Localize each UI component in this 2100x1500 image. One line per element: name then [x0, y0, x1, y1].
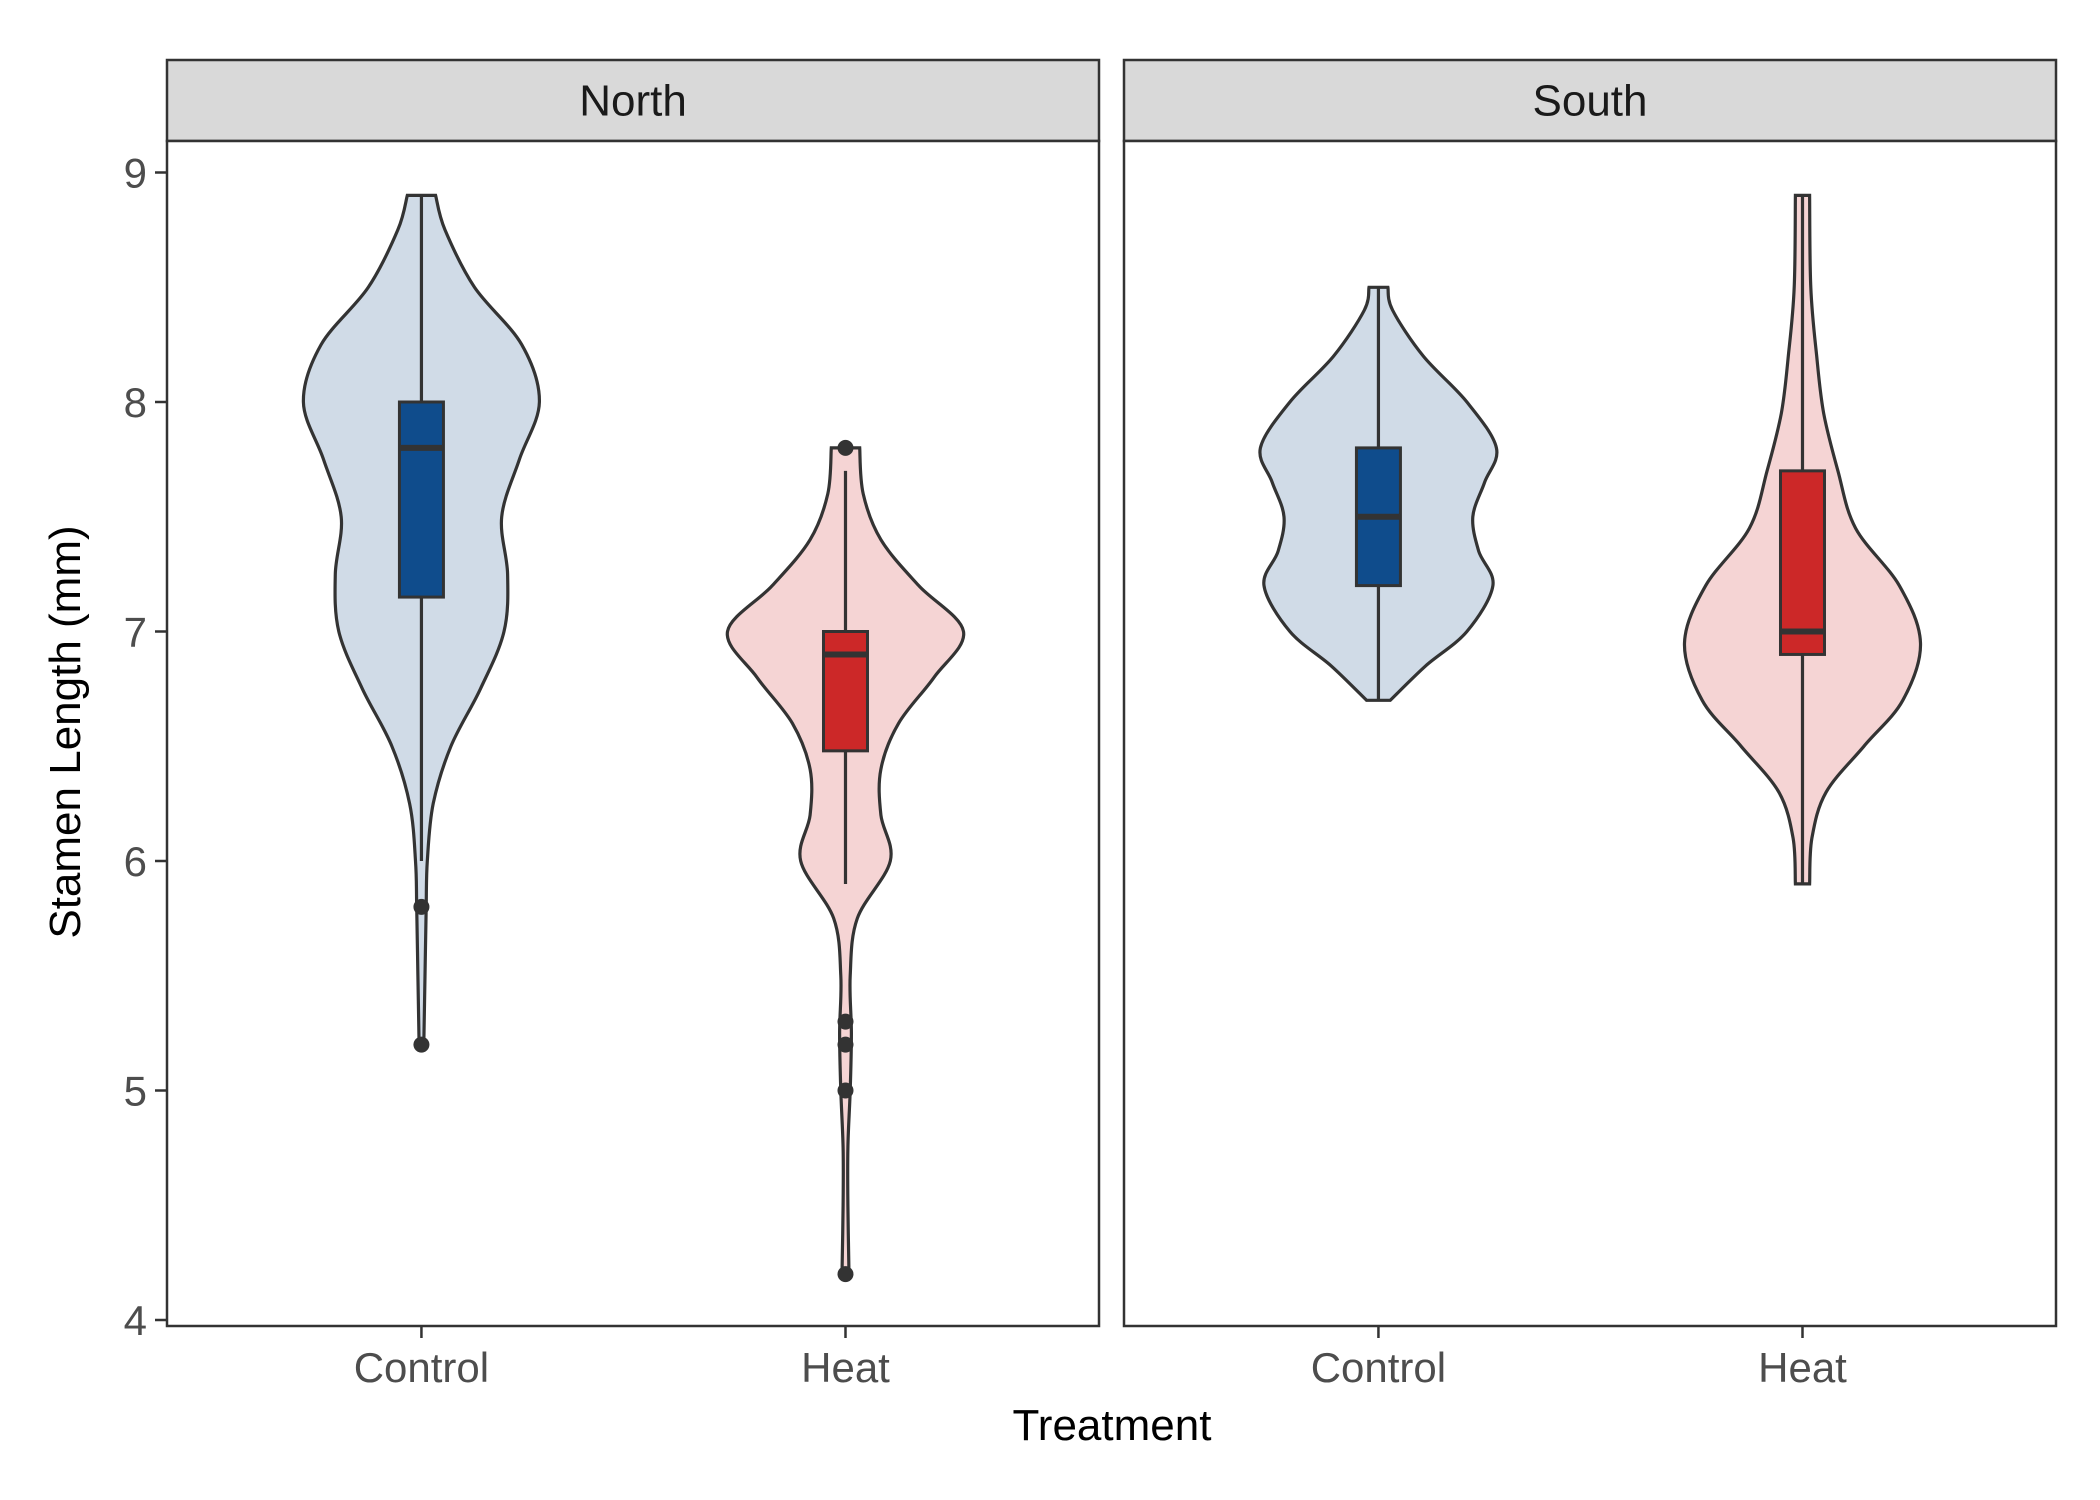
facet-strip-north [165, 58, 1101, 143]
y-tick-label: 8 [124, 379, 147, 426]
outlier-point-north-heat [837, 1036, 854, 1053]
x-tick-label-north-control: Control [354, 1344, 489, 1391]
box-north-heat [821, 630, 869, 753]
outlier-point-north-heat [837, 1266, 854, 1283]
facet-label-north: North [579, 77, 687, 126]
outlier-point-north-heat [837, 439, 854, 456]
x-axis-title: Treatment [1013, 1401, 1212, 1450]
y-tick-label: 5 [124, 1068, 147, 1115]
facet-label-south: South [1533, 77, 1648, 126]
x-tick-label-north-heat: Heat [801, 1344, 890, 1391]
y-tick-label: 9 [124, 150, 147, 197]
y-axis-title: Stamen Length (mm) [41, 525, 90, 938]
panel-south [1122, 139, 2058, 1328]
box-north-control [397, 400, 445, 599]
facet-strip-south [1122, 58, 2058, 143]
outlier-point-north-heat [837, 1082, 854, 1099]
y-tick-label: 4 [124, 1297, 147, 1344]
y-tick-label: 6 [124, 838, 147, 885]
outlier-point-north-control [413, 1036, 430, 1053]
x-tick-label-south-heat: Heat [1758, 1344, 1847, 1391]
panel-north [165, 139, 1101, 1328]
y-tick-label: 7 [124, 609, 147, 656]
outlier-point-north-control [413, 898, 430, 915]
box-south-heat [1778, 469, 1826, 656]
outlier-point-north-heat [837, 1013, 854, 1030]
x-tick-label-south-control: Control [1311, 1344, 1446, 1391]
